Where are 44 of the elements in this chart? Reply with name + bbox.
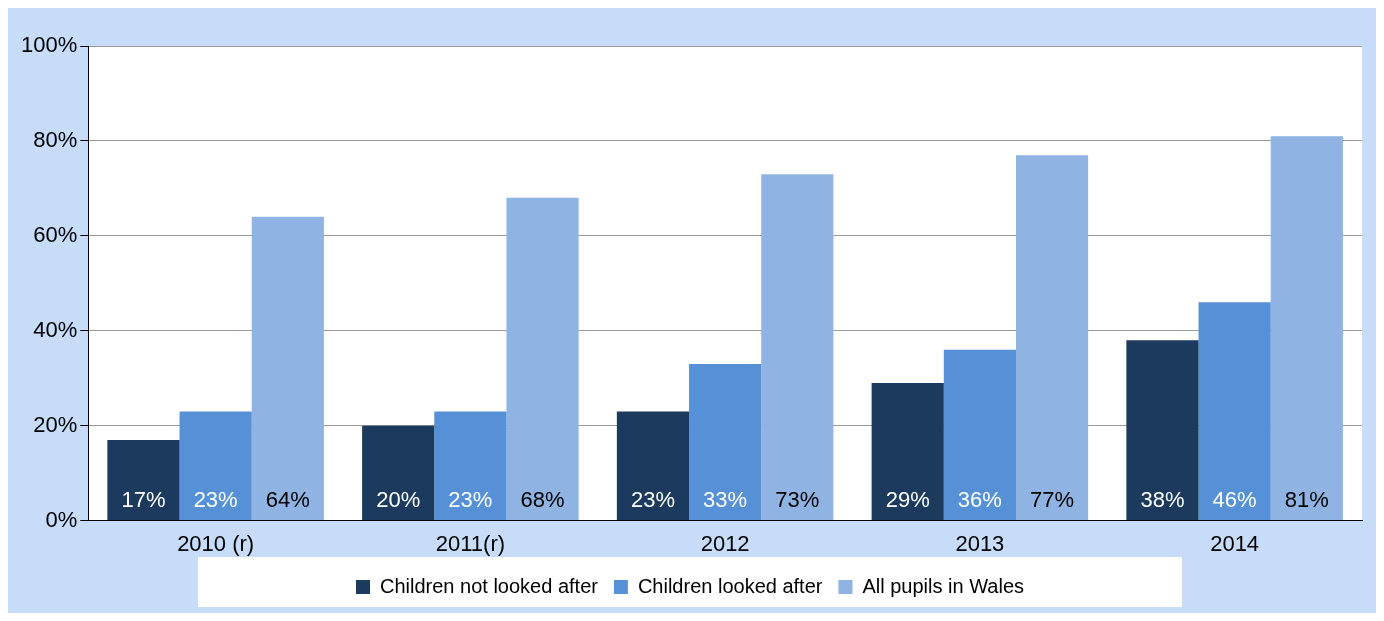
data-label: 68% — [520, 487, 565, 513]
data-label: 23% — [448, 487, 493, 513]
data-label: 81% — [1284, 487, 1329, 513]
bar — [871, 382, 944, 521]
bar — [1015, 155, 1089, 521]
bar — [689, 363, 762, 521]
data-label: 73% — [775, 487, 820, 513]
bar — [761, 174, 834, 521]
bar — [251, 216, 324, 521]
data-label: 29% — [885, 487, 930, 513]
data-label: 46% — [1212, 487, 1257, 513]
data-label: 23% — [193, 487, 238, 513]
data-label: 17% — [121, 487, 166, 513]
data-label: 36% — [957, 487, 1002, 513]
legend-label: Children not looked after — [380, 574, 599, 597]
x-tick-label: 2014 — [1210, 530, 1260, 556]
bar — [434, 411, 507, 521]
bar — [506, 197, 579, 521]
data-label: 64% — [265, 487, 310, 513]
bar — [1126, 340, 1199, 521]
x-tick-label: 2013 — [955, 530, 1005, 556]
y-tick-label: 80% — [33, 126, 78, 152]
y-tick-label: 40% — [33, 316, 78, 342]
legend-label: Children looked after — [637, 574, 823, 597]
y-tick-label: 20% — [33, 411, 78, 437]
x-tick-label: 2011(r) — [435, 530, 506, 556]
bar — [179, 411, 252, 521]
legend-label: All pupils in Wales — [862, 574, 1025, 597]
data-label: 23% — [630, 487, 675, 513]
y-tick-label: 0% — [45, 506, 78, 532]
x-tick-label: 2012 — [700, 530, 750, 556]
bar — [1198, 302, 1271, 521]
bar — [107, 439, 180, 521]
bar — [943, 349, 1016, 521]
data-label: 38% — [1140, 487, 1185, 513]
bar — [616, 411, 690, 521]
bar — [362, 425, 435, 521]
data-label: 20% — [376, 487, 421, 513]
x-tick-label: 2010 (r) — [177, 530, 255, 556]
data-label: 77% — [1030, 487, 1075, 513]
y-tick-label: 100% — [20, 32, 78, 58]
data-label: 33% — [703, 487, 748, 513]
y-tick-label: 60% — [33, 221, 78, 247]
bar — [1270, 136, 1343, 521]
